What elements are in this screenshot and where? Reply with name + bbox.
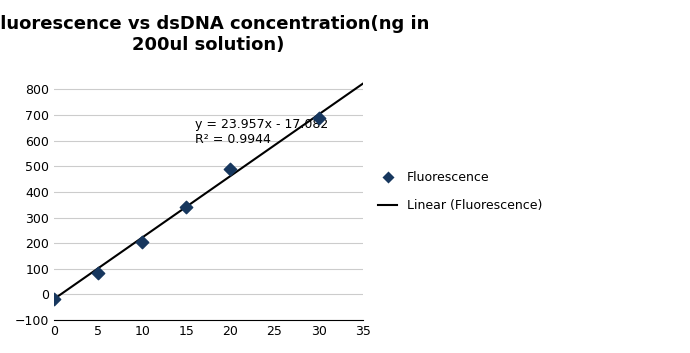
Point: [49, 296, 60, 302]
Point: [313, 115, 324, 120]
Point: [92, 270, 104, 276]
Point: [181, 204, 192, 210]
Point: [225, 166, 236, 172]
Point: [137, 239, 148, 245]
Text: y = 23.957x - 17.082
R² = 0.9944: y = 23.957x - 17.082 R² = 0.9944: [195, 118, 328, 145]
Legend: Fluorescence, Linear (Fluorescence): Fluorescence, Linear (Fluorescence): [372, 165, 549, 219]
Title: Fluorescence vs dsDNA concentration(ng in
200ul solution): Fluorescence vs dsDNA concentration(ng i…: [0, 15, 429, 54]
